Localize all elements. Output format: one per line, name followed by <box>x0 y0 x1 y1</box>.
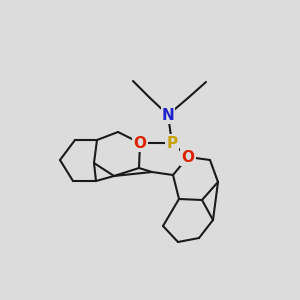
Text: O: O <box>182 149 194 164</box>
Text: N: N <box>162 107 174 122</box>
Text: O: O <box>134 136 146 151</box>
Text: P: P <box>167 136 178 151</box>
